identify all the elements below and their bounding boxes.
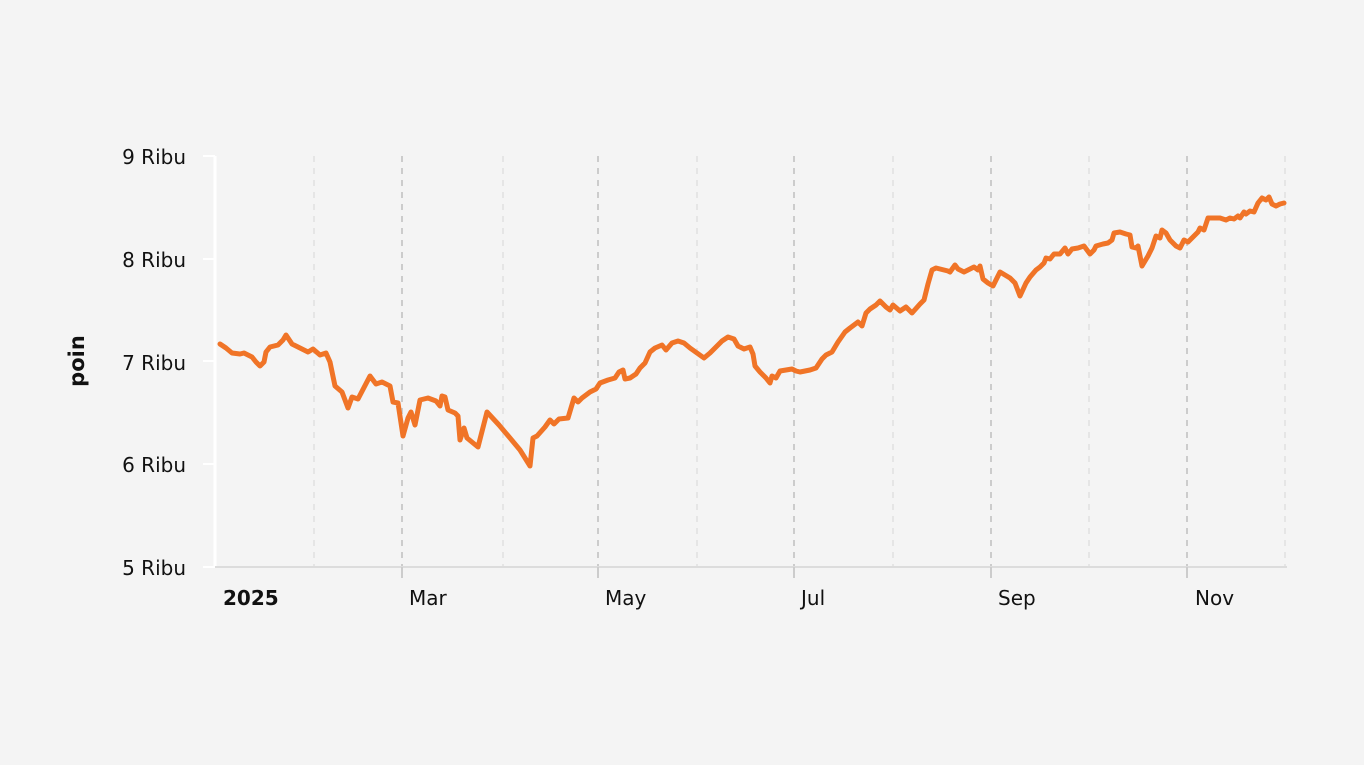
x-axis: 2025 Mar May Jul Sep Nov: [215, 566, 1287, 610]
series-line: [217, 194, 1287, 469]
y-tick-label: 6 Ribu: [122, 453, 186, 477]
y-axis: 9 Ribu 8 Ribu 7 Ribu 6 Ribu 5 Ribu poin: [65, 145, 217, 580]
x-tick-label: May: [605, 586, 647, 610]
y-tick-label: 7 Ribu: [122, 351, 186, 375]
y-tick-label: 8 Ribu: [122, 248, 186, 272]
x-gridlines: [313, 156, 1286, 567]
y-tick-label: 9 Ribu: [122, 145, 186, 169]
y-tick-label: 5 Ribu: [122, 556, 186, 580]
x-tick-label: 2025: [223, 586, 279, 610]
x-tick-label: Jul: [799, 586, 825, 610]
y-axis-label: poin: [65, 335, 89, 387]
x-tick-label: Mar: [409, 586, 448, 610]
x-tick-label: Nov: [1195, 586, 1234, 610]
x-tick-label: Sep: [998, 586, 1036, 610]
